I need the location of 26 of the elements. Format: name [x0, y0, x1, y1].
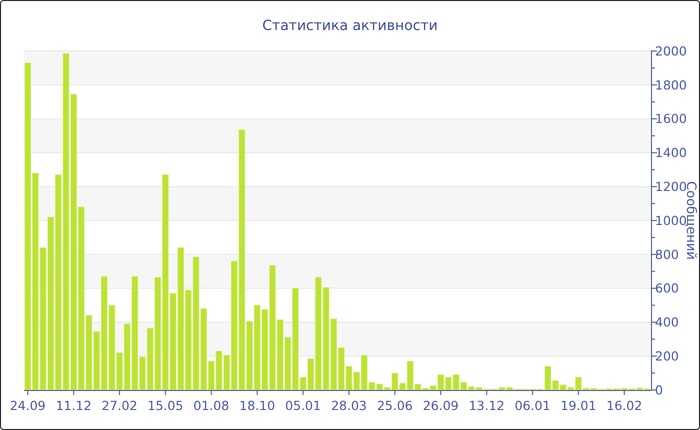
x-tick-label: 25.06: [376, 398, 413, 413]
y-tick-label: 1400: [655, 145, 687, 160]
chart-title: Статистика активности: [262, 18, 438, 34]
x-tick-label: 06.01: [514, 398, 550, 413]
x-tick-label: 05.01: [285, 398, 321, 413]
x-tick-label: 16.02: [606, 398, 642, 413]
y-tick-label: 800: [655, 246, 679, 262]
x-tick-label: 26.09: [422, 398, 459, 413]
x-tick-label: 01.08: [193, 398, 230, 413]
y-tick-label: 600: [655, 280, 679, 296]
y-tick-label: 400: [655, 314, 679, 330]
x-tick-label: 27.02: [102, 398, 138, 413]
y-tick-label: 0: [655, 382, 663, 398]
x-tick-label: 19.01: [560, 398, 596, 413]
x-tick-label: 13.12: [468, 398, 505, 413]
x-tick-label: 28.03: [331, 398, 367, 413]
x-tick-label: 18.10: [239, 398, 276, 413]
x-tick-label: 11.12: [56, 398, 92, 413]
y-tick-label: 2000: [655, 43, 687, 58]
y-tick-label: 1200: [655, 178, 687, 194]
y-tick-label: 1000: [655, 212, 687, 228]
y-tick-label: 1800: [655, 77, 687, 92]
y-tick-label: 1600: [655, 111, 687, 126]
x-tick-label: 24.09: [10, 398, 46, 413]
y-tick-label: 200: [655, 348, 679, 364]
x-tick-label: 15.05: [148, 398, 184, 413]
